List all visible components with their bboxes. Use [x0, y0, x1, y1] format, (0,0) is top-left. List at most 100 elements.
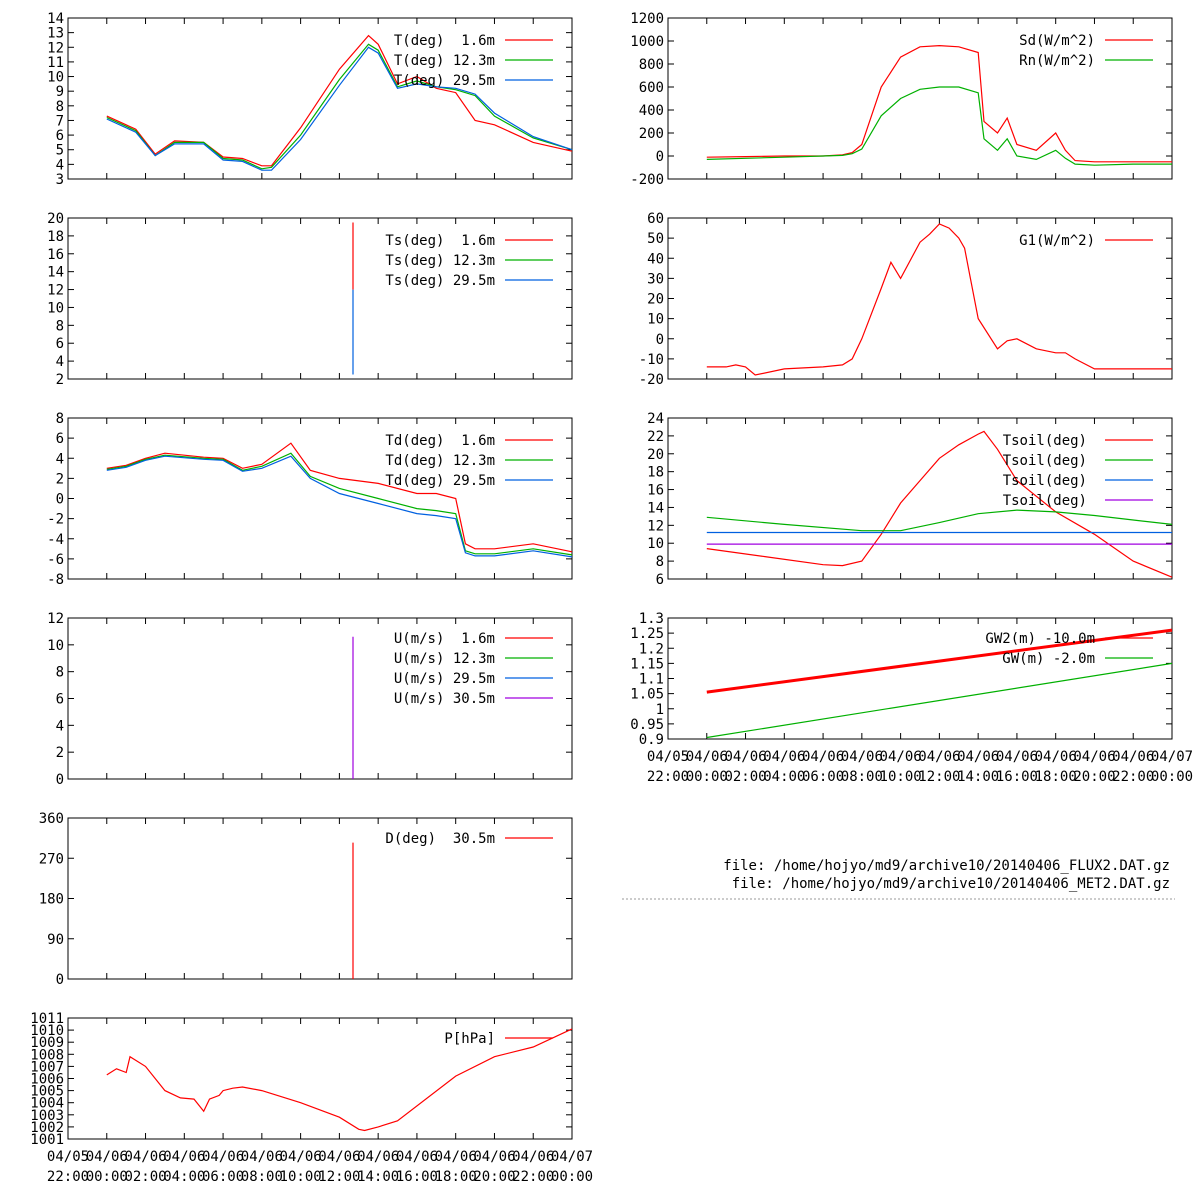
legend-label: Tsoil(deg): [1003, 433, 1087, 449]
y-tick-label: -200: [630, 172, 664, 188]
y-tick-label: 4: [56, 718, 64, 734]
x-tick-label-date: 04/05: [647, 749, 689, 765]
x-tick-label-time: 22:00: [647, 769, 689, 785]
x-tick-label-date: 04/06: [241, 1149, 283, 1165]
series-line: [706, 509, 1173, 532]
y-tick-label: 30: [647, 271, 664, 287]
y-tick-label: 10: [47, 300, 64, 316]
x-tick-label-date: 04/06: [86, 1149, 128, 1165]
y-tick-label: 1005: [30, 1084, 64, 1100]
x-tick-label-date: 04/07: [1151, 749, 1193, 765]
x-tick-label-time: 02:00: [724, 769, 766, 785]
y-tick-label: 1001: [30, 1132, 64, 1148]
y-tick-label: 0: [656, 332, 664, 348]
series-line: [706, 44, 1172, 163]
plot-frame: [667, 617, 1173, 740]
y-tick-label: 18: [647, 465, 664, 481]
y-tick-label: 1.25: [630, 626, 664, 642]
x-tick-label-date: 04/06: [1073, 749, 1115, 765]
y-tick-label: 12: [47, 283, 64, 299]
x-tick-label-time: 04:00: [763, 769, 805, 785]
y-tick-label: 2: [56, 745, 64, 761]
y-tick-label: 0.9: [639, 732, 664, 748]
legend-label: Tsoil(deg): [1003, 453, 1087, 469]
plot-frame: [67, 217, 573, 380]
legend-label: U(m/s) 29.5m: [394, 671, 495, 687]
y-tick-label: 11: [47, 55, 64, 71]
y-tick-label: 4: [56, 451, 64, 467]
y-tick-label: 800: [639, 57, 664, 73]
legend-label: T(deg) 12.3m: [394, 53, 495, 69]
y-tick-label: 1009: [30, 1035, 64, 1051]
x-tick-label-time: 20:00: [1073, 769, 1115, 785]
plot-frame: [667, 17, 1173, 180]
y-tick-label: 1: [656, 702, 664, 718]
x-tick-label-date: 04/06: [802, 749, 844, 765]
y-tick-label: 6: [56, 128, 64, 144]
legend-label: Ts(deg) 12.3m: [385, 253, 495, 269]
y-tick-label: -8: [47, 572, 64, 588]
x-tick-label-date: 04/06: [880, 749, 922, 765]
x-tick-label-time: 16:00: [996, 769, 1038, 785]
legend-label: Tsoil(deg): [1003, 493, 1087, 509]
y-tick-label: 12: [47, 40, 64, 56]
legend-label: Td(deg) 1.6m: [385, 433, 495, 449]
y-tick-label: 8: [56, 665, 64, 681]
y-tick-label: 1004: [30, 1096, 64, 1112]
y-tick-label: 1002: [30, 1120, 64, 1136]
y-tick-label: 0: [56, 772, 64, 788]
y-tick-label: 10: [47, 638, 64, 654]
legend-label: GW2(m) -10.0m: [985, 631, 1095, 647]
x-tick-label-time: 10:00: [880, 769, 922, 785]
series-line: [106, 43, 573, 170]
y-tick-label: 0: [656, 149, 664, 165]
y-tick-label: 8: [56, 411, 64, 427]
series-line: [106, 452, 573, 556]
y-tick-label: 7: [56, 113, 64, 129]
y-tick-label: 270: [39, 851, 64, 867]
y-tick-label: 9: [56, 84, 64, 100]
plot-frame: [67, 17, 573, 180]
chart-p: 1001100210031004100510061007100810091010…: [30, 1011, 593, 1185]
x-tick-label-time: 00:00: [551, 1169, 593, 1185]
y-tick-label: 400: [639, 103, 664, 119]
y-tick-label: 1.05: [630, 687, 664, 703]
chart-rad: -200 0 200 400 600 800 1000 1200 Sd(W/m^2) Rn(W/m…: [630, 11, 1173, 188]
plot-frame: [67, 817, 573, 980]
series-line: [106, 34, 573, 167]
x-tick-label-date: 04/06: [841, 749, 883, 765]
x-tick-label-date: 04/06: [1035, 749, 1077, 765]
x-tick-label-date: 04/06: [1112, 749, 1154, 765]
y-tick-label: 20: [47, 211, 64, 227]
y-tick-label: 360: [39, 811, 64, 827]
x-tick-label-date: 04/06: [396, 1149, 438, 1165]
y-tick-label: 8: [656, 554, 664, 570]
x-tick-label-date: 04/07: [551, 1149, 593, 1165]
x-tick-label-time: 22:00: [47, 1169, 89, 1185]
y-tick-label: 16: [647, 483, 664, 499]
y-tick-label: 14: [647, 500, 664, 516]
x-tick-label-time: 18:00: [435, 1169, 477, 1185]
y-tick-label: 1007: [30, 1059, 64, 1075]
y-tick-label: 18: [47, 229, 64, 245]
legend-label: GW(m) -2.0m: [1002, 651, 1095, 667]
plot-frame: [67, 1017, 573, 1140]
y-tick-label: 1000: [630, 34, 664, 50]
x-tick-label-time: 12:00: [918, 769, 960, 785]
y-tick-label: 12: [47, 611, 64, 627]
y-tick-label: 180: [39, 892, 64, 908]
y-tick-label: 10: [47, 70, 64, 86]
y-tick-label: 5: [56, 143, 64, 159]
legend-label: Tsoil(deg): [1003, 473, 1087, 489]
x-tick-label-date: 04/06: [124, 1149, 166, 1165]
x-tick-label-date: 04/06: [724, 749, 766, 765]
x-tick-label-date: 04/06: [318, 1149, 360, 1165]
chart-g1: -20 -10 0 10 20 30 40 50 60 G1(W/m^2): [639, 211, 1173, 388]
series-line: [106, 1028, 573, 1132]
y-tick-label: 0: [56, 972, 64, 988]
y-tick-label: -2: [47, 512, 64, 528]
y-tick-label: 4: [56, 354, 64, 370]
legend-label: Rn(W/m^2): [1019, 53, 1095, 69]
y-tick-label: 50: [647, 231, 664, 247]
